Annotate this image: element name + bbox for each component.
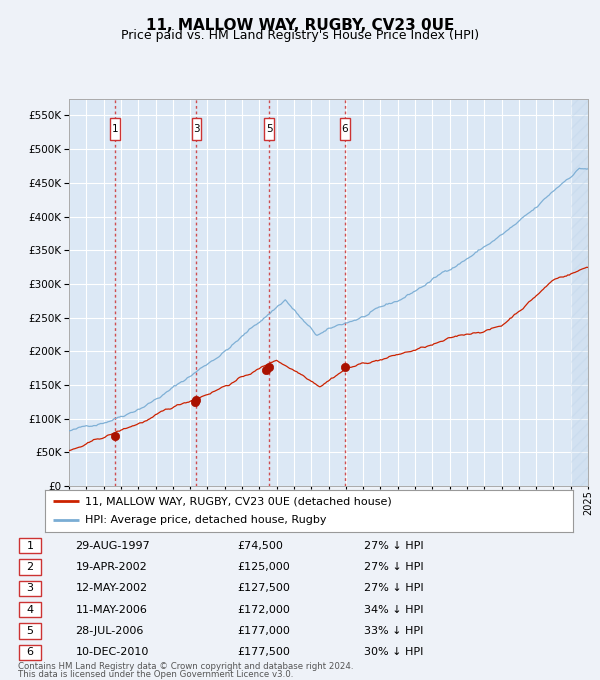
FancyBboxPatch shape bbox=[110, 118, 120, 139]
FancyBboxPatch shape bbox=[19, 581, 41, 596]
Text: £177,500: £177,500 bbox=[237, 647, 290, 658]
Text: 10-DEC-2010: 10-DEC-2010 bbox=[76, 647, 149, 658]
FancyBboxPatch shape bbox=[191, 118, 201, 139]
Text: 11, MALLOW WAY, RUGBY, CV23 0UE (detached house): 11, MALLOW WAY, RUGBY, CV23 0UE (detache… bbox=[85, 496, 391, 507]
FancyBboxPatch shape bbox=[19, 645, 41, 660]
Text: 19-APR-2002: 19-APR-2002 bbox=[76, 562, 148, 572]
Text: £125,000: £125,000 bbox=[237, 562, 290, 572]
Text: This data is licensed under the Open Government Licence v3.0.: This data is licensed under the Open Gov… bbox=[18, 670, 293, 679]
Text: 3: 3 bbox=[193, 124, 200, 134]
Text: 11-MAY-2006: 11-MAY-2006 bbox=[76, 605, 148, 615]
Text: 28-JUL-2006: 28-JUL-2006 bbox=[76, 626, 144, 636]
FancyBboxPatch shape bbox=[340, 118, 350, 139]
Bar bbox=[571, 99, 588, 486]
Text: HPI: Average price, detached house, Rugby: HPI: Average price, detached house, Rugb… bbox=[85, 515, 326, 525]
Text: 1: 1 bbox=[112, 124, 118, 134]
Text: 6: 6 bbox=[341, 124, 348, 134]
Text: 12-MAY-2002: 12-MAY-2002 bbox=[76, 583, 148, 594]
Text: 11, MALLOW WAY, RUGBY, CV23 0UE: 11, MALLOW WAY, RUGBY, CV23 0UE bbox=[146, 18, 454, 33]
Text: 30% ↓ HPI: 30% ↓ HPI bbox=[364, 647, 423, 658]
Text: 34% ↓ HPI: 34% ↓ HPI bbox=[364, 605, 423, 615]
Text: 29-AUG-1997: 29-AUG-1997 bbox=[76, 541, 151, 551]
FancyBboxPatch shape bbox=[19, 624, 41, 639]
Text: £172,000: £172,000 bbox=[237, 605, 290, 615]
Text: 2: 2 bbox=[26, 562, 34, 572]
Text: 27% ↓ HPI: 27% ↓ HPI bbox=[364, 541, 423, 551]
FancyBboxPatch shape bbox=[19, 602, 41, 617]
FancyBboxPatch shape bbox=[19, 538, 41, 554]
Text: 1: 1 bbox=[26, 541, 34, 551]
Text: 3: 3 bbox=[26, 583, 34, 594]
Text: £74,500: £74,500 bbox=[237, 541, 283, 551]
Text: 27% ↓ HPI: 27% ↓ HPI bbox=[364, 583, 423, 594]
FancyBboxPatch shape bbox=[265, 118, 274, 139]
Text: Contains HM Land Registry data © Crown copyright and database right 2024.: Contains HM Land Registry data © Crown c… bbox=[18, 662, 353, 671]
Text: 33% ↓ HPI: 33% ↓ HPI bbox=[364, 626, 423, 636]
Text: £127,500: £127,500 bbox=[237, 583, 290, 594]
Text: Price paid vs. HM Land Registry's House Price Index (HPI): Price paid vs. HM Land Registry's House … bbox=[121, 29, 479, 42]
Text: 5: 5 bbox=[26, 626, 34, 636]
Text: 6: 6 bbox=[26, 647, 34, 658]
Text: 4: 4 bbox=[26, 605, 34, 615]
Text: 5: 5 bbox=[266, 124, 272, 134]
Text: 27% ↓ HPI: 27% ↓ HPI bbox=[364, 562, 423, 572]
Text: £177,000: £177,000 bbox=[237, 626, 290, 636]
FancyBboxPatch shape bbox=[19, 560, 41, 575]
